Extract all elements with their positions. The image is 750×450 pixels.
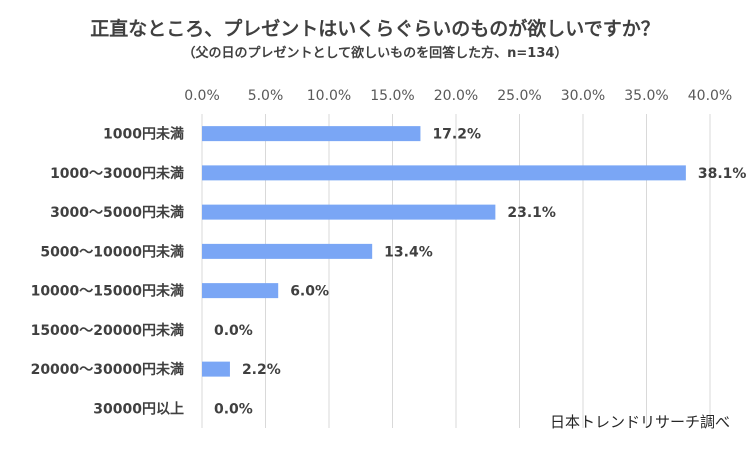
data-label: 13.4% xyxy=(384,244,433,260)
bar xyxy=(202,165,686,181)
x-tick-label: 20.0% xyxy=(434,88,478,104)
x-tick-label: 10.0% xyxy=(307,88,351,104)
category-label: 20000〜30000円未満 xyxy=(31,361,184,378)
bar xyxy=(202,243,373,259)
bar xyxy=(202,204,496,220)
category-label: 5000〜10000円未満 xyxy=(40,243,184,260)
data-label: 6.0% xyxy=(290,284,329,300)
data-label: 0.0% xyxy=(214,323,253,339)
category-label: 30000円以上 xyxy=(93,401,184,417)
data-label: 17.2% xyxy=(432,127,481,143)
data-label: 0.0% xyxy=(214,401,253,417)
x-tick-label: 30.0% xyxy=(561,88,605,104)
category-label: 1000円未満 xyxy=(103,126,184,143)
category-label: 3000〜5000円未満 xyxy=(50,204,184,221)
source-note: 日本トレンドリサーチ調べ xyxy=(549,413,730,431)
bar xyxy=(202,283,279,299)
bar xyxy=(202,126,421,142)
x-tick-label: 15.0% xyxy=(370,88,414,104)
x-tick-label: 40.0% xyxy=(688,88,732,104)
data-label: 38.1% xyxy=(698,166,747,182)
category-label: 1000〜3000円未満 xyxy=(50,165,184,182)
category-label: 15000〜20000円未満 xyxy=(31,322,184,339)
x-tick-label: 25.0% xyxy=(497,88,541,104)
x-tick-label: 35.0% xyxy=(624,88,668,104)
data-label: 2.2% xyxy=(242,362,281,378)
data-label: 23.1% xyxy=(507,205,556,221)
chart-title: 正直なところ、プレゼントはいくらぐらいのものが欲しいですか？ xyxy=(90,18,660,40)
category-label: 10000〜15000円未満 xyxy=(31,283,184,300)
x-tick-label: 0.0% xyxy=(184,88,220,104)
bar xyxy=(202,361,230,377)
chart-subtitle: （父の日のプレゼントとして欲しいものを回答した方、n=134） xyxy=(182,46,568,61)
x-tick-label: 5.0% xyxy=(248,88,284,104)
